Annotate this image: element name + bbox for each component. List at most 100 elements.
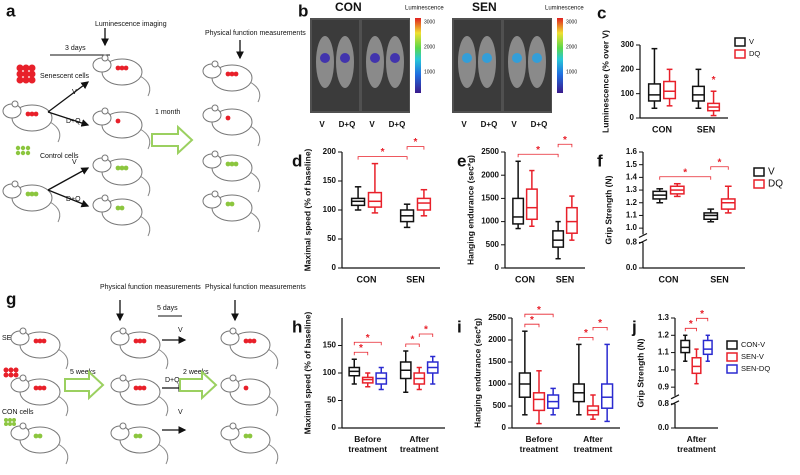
legend-swatch — [726, 352, 738, 362]
mouse-head — [202, 107, 222, 123]
treatment-label: V — [461, 120, 467, 129]
label: Control cells — [40, 153, 79, 160]
mouse-head — [92, 157, 112, 173]
significance-bracket — [710, 166, 729, 170]
significance-label: * — [424, 325, 428, 336]
x-tick-label: Before treatment — [519, 434, 559, 454]
y-tick-label: 150 — [323, 176, 337, 185]
mouse-head — [220, 425, 240, 441]
significance-label: * — [411, 335, 415, 346]
cell-dot — [13, 372, 19, 378]
cell-dot — [229, 201, 235, 207]
signal — [370, 53, 380, 63]
signal — [482, 53, 492, 63]
y-tick-label: 1.3 — [658, 313, 670, 322]
box — [720, 198, 736, 210]
panel-letter: g — [6, 289, 16, 308]
cell-dot — [29, 111, 35, 117]
label: Physical function measurements — [205, 284, 306, 291]
legend-label: SEN-DQ — [741, 364, 770, 373]
scale-title: Luminescence — [405, 6, 444, 12]
mouse-head — [92, 197, 112, 213]
y-tick-label: 1.2 — [658, 330, 670, 339]
y-tick-label: 1.1 — [626, 211, 638, 220]
label: Senescent cells — [40, 73, 90, 80]
mouse-head — [10, 330, 30, 346]
axis-break — [670, 394, 680, 400]
y-tick-label: 500 — [486, 240, 500, 249]
mouse-tail — [249, 81, 261, 103]
cell-dot — [247, 433, 253, 439]
panel-letter: i — [457, 317, 462, 336]
mouse-head — [220, 330, 240, 346]
label: Physical function measurements — [205, 30, 306, 37]
cell-dot — [25, 145, 31, 151]
significance-label: * — [530, 315, 534, 326]
cell-dot — [141, 385, 147, 391]
mouse-ear — [229, 327, 237, 335]
significance-label: * — [563, 135, 567, 146]
legend-swatch — [753, 179, 765, 189]
treatment-label: D+Q — [531, 120, 548, 129]
significance-bracket — [578, 337, 594, 341]
mouse-head — [202, 63, 222, 79]
colorbar-tick: 3000 — [424, 19, 435, 25]
box — [702, 339, 713, 356]
x-tick-label: After treatment — [399, 434, 439, 454]
y-tick-label: 100 — [323, 205, 337, 214]
cell-dot — [137, 433, 143, 439]
y-tick-label: 1000 — [481, 217, 499, 226]
mouse-head — [92, 57, 112, 73]
cell-dot — [3, 372, 9, 378]
mouse-ear — [211, 190, 219, 198]
y-tick-label: 0.8 — [626, 238, 638, 247]
signal — [320, 53, 330, 63]
y-tick-label: 1.5 — [626, 160, 638, 169]
cell-dot — [8, 422, 12, 426]
arrow — [47, 189, 90, 208]
significance-bracket — [357, 156, 408, 160]
box — [367, 191, 383, 208]
cell-dot — [28, 64, 36, 72]
panel-letter: e — [457, 151, 466, 170]
cell-dot — [133, 433, 139, 439]
mouse-ear — [11, 100, 19, 108]
mouse-ear — [101, 154, 109, 162]
cell-dot — [233, 71, 239, 77]
cell-dot — [133, 385, 139, 391]
axis-break — [638, 232, 648, 239]
significance-bracket — [684, 327, 697, 332]
box — [512, 197, 525, 225]
y-tick-label: 1500 — [488, 357, 506, 366]
cell-dot — [251, 338, 257, 344]
cell-dot — [229, 71, 235, 77]
treatment-label: V — [369, 120, 375, 129]
mouse-tail — [57, 348, 69, 370]
cell-dot — [22, 64, 30, 72]
box — [532, 392, 546, 412]
y-tick-label: 100 — [323, 368, 337, 377]
significance-bracket — [524, 313, 554, 318]
y-tick-label: 0 — [332, 263, 337, 272]
significance-label: * — [689, 319, 693, 330]
cell-dot — [12, 418, 16, 422]
mouse-tail — [249, 211, 261, 233]
mouse-tail — [157, 348, 169, 370]
x-tick-label: CON — [659, 274, 679, 284]
cell-dot — [123, 165, 129, 171]
mouse-head — [10, 377, 30, 393]
legend-swatch — [753, 167, 765, 177]
treatment-label: V — [319, 120, 325, 129]
colorbar-tick: 2000 — [566, 44, 577, 50]
significance-bracket — [418, 333, 434, 337]
label: D+Q — [66, 196, 81, 203]
legend-swatch — [734, 49, 746, 59]
y-tick-label: 1000 — [488, 379, 506, 388]
cell-dot — [233, 161, 239, 167]
significance-bracket — [406, 146, 425, 150]
legend-label: SEN-V — [741, 352, 764, 361]
y-tick-label: 0 — [332, 423, 337, 432]
box — [518, 372, 532, 398]
cell-dot — [16, 76, 24, 84]
cell-dot — [37, 338, 43, 344]
